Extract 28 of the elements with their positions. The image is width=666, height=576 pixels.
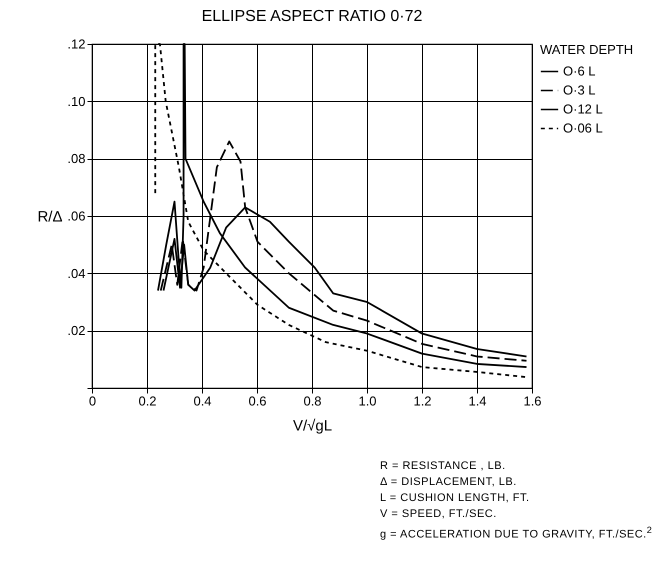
legend-label: O·3 L (563, 82, 596, 98)
legend-label: O·6 L (563, 64, 596, 78)
x-tick-label: 0.8 (303, 394, 322, 408)
x-tick-label: 0.2 (138, 394, 157, 408)
legend-label: O·06 L (563, 120, 603, 136)
y-tick-label: .02 (67, 323, 86, 338)
y-tick-label: .06 (67, 208, 86, 224)
legend-label: O·12 L (563, 102, 603, 116)
text: Δ = DISPLACEMENT, LB. (380, 475, 518, 490)
x-tick-label: 1.2 (413, 394, 432, 408)
text: R = RESISTANCE , LB. (380, 459, 507, 474)
x-tick-label: 0 (88, 394, 96, 408)
chart-title: ELLIPSE ASPECT RATIO 0·72 (202, 8, 423, 25)
y-tick-label: .04 (67, 266, 86, 281)
x-tick-label: 1.6 (523, 394, 542, 408)
x-tick-label: 0.4 (193, 394, 212, 408)
y-axis-title: R/Δ (37, 208, 62, 226)
text: V = SPEED, FT./SEC. (380, 507, 498, 522)
text: g = ACCELERATION DUE TO GRAVITY, FT./SEC.$^{2}$ (380, 524, 654, 543)
y-tick-label: .10 (67, 94, 86, 109)
legend-title: WATER DEPTH (540, 42, 634, 57)
x-tick-label: 1.0 (358, 394, 377, 408)
y-tick-label: .08 (67, 151, 86, 166)
x-axis-title: V/√gL (292, 418, 332, 434)
x-tick-label: 1.4 (468, 394, 487, 408)
x-tick-label: 0.6 (248, 394, 267, 408)
text: L = CUSHION LENGTH, FT. (380, 491, 531, 506)
y-tick-label: .12 (67, 36, 86, 52)
